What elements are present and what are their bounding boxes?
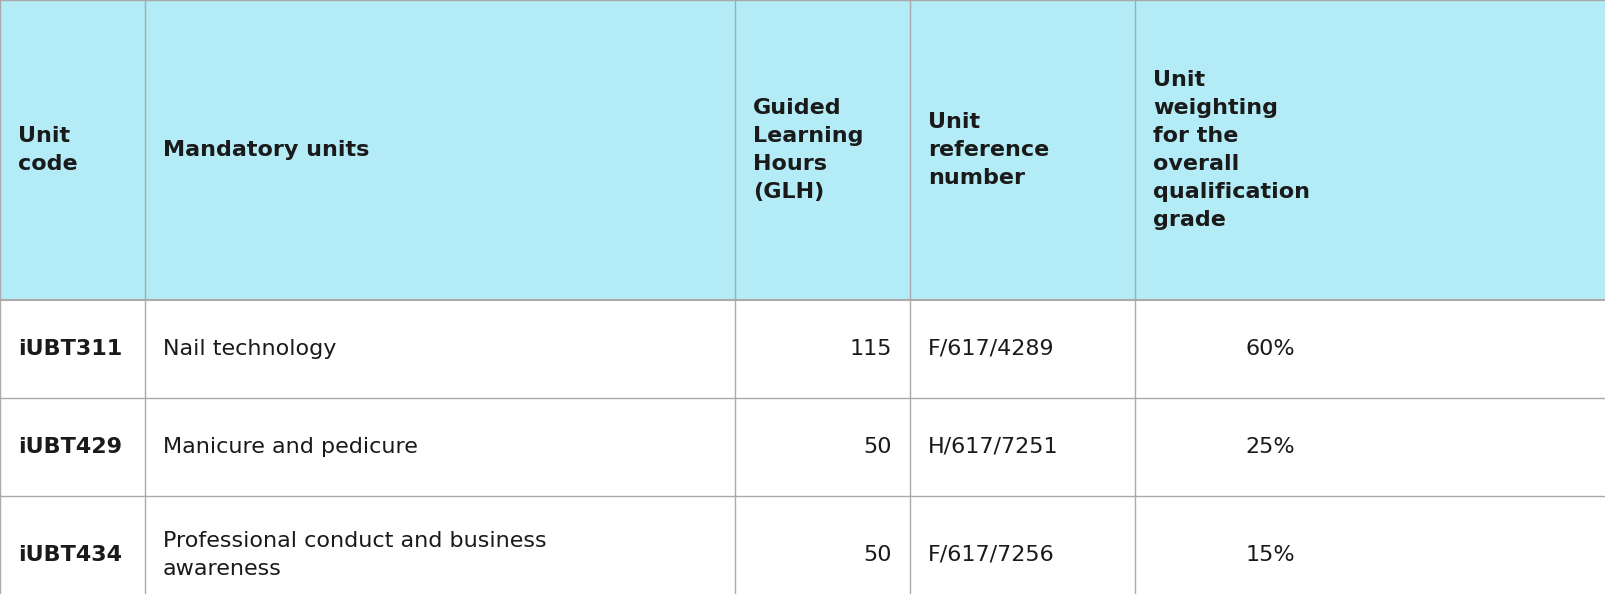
Text: Guided
Learning
Hours
(GLH): Guided Learning Hours (GLH) — [753, 98, 863, 202]
Text: iUBT311: iUBT311 — [18, 339, 122, 359]
Text: iUBT434: iUBT434 — [18, 545, 122, 565]
Text: Manicure and pedicure: Manicure and pedicure — [162, 437, 417, 457]
Text: F/617/7256: F/617/7256 — [928, 545, 1054, 565]
Text: 15%: 15% — [1244, 545, 1294, 565]
Bar — [0, 0, 1605, 300]
Text: Unit
weighting
for the
overall
qualification
grade: Unit weighting for the overall qualifica… — [1152, 70, 1310, 230]
Text: 115: 115 — [849, 339, 891, 359]
Text: iUBT429: iUBT429 — [18, 437, 122, 457]
Text: 50: 50 — [863, 437, 891, 457]
Text: Unit
code: Unit code — [18, 126, 77, 174]
Bar — [0, 496, 1605, 594]
Bar — [0, 398, 1605, 496]
Text: 50: 50 — [863, 545, 891, 565]
Bar — [0, 300, 1605, 398]
Text: 60%: 60% — [1244, 339, 1294, 359]
Text: F/617/4289: F/617/4289 — [928, 339, 1054, 359]
Text: 25%: 25% — [1244, 437, 1294, 457]
Text: Unit
reference
number: Unit reference number — [928, 112, 1048, 188]
Text: H/617/7251: H/617/7251 — [928, 437, 1058, 457]
Text: Professional conduct and business
awareness: Professional conduct and business awaren… — [162, 531, 546, 579]
Text: Nail technology: Nail technology — [162, 339, 335, 359]
Text: Mandatory units: Mandatory units — [162, 140, 369, 160]
